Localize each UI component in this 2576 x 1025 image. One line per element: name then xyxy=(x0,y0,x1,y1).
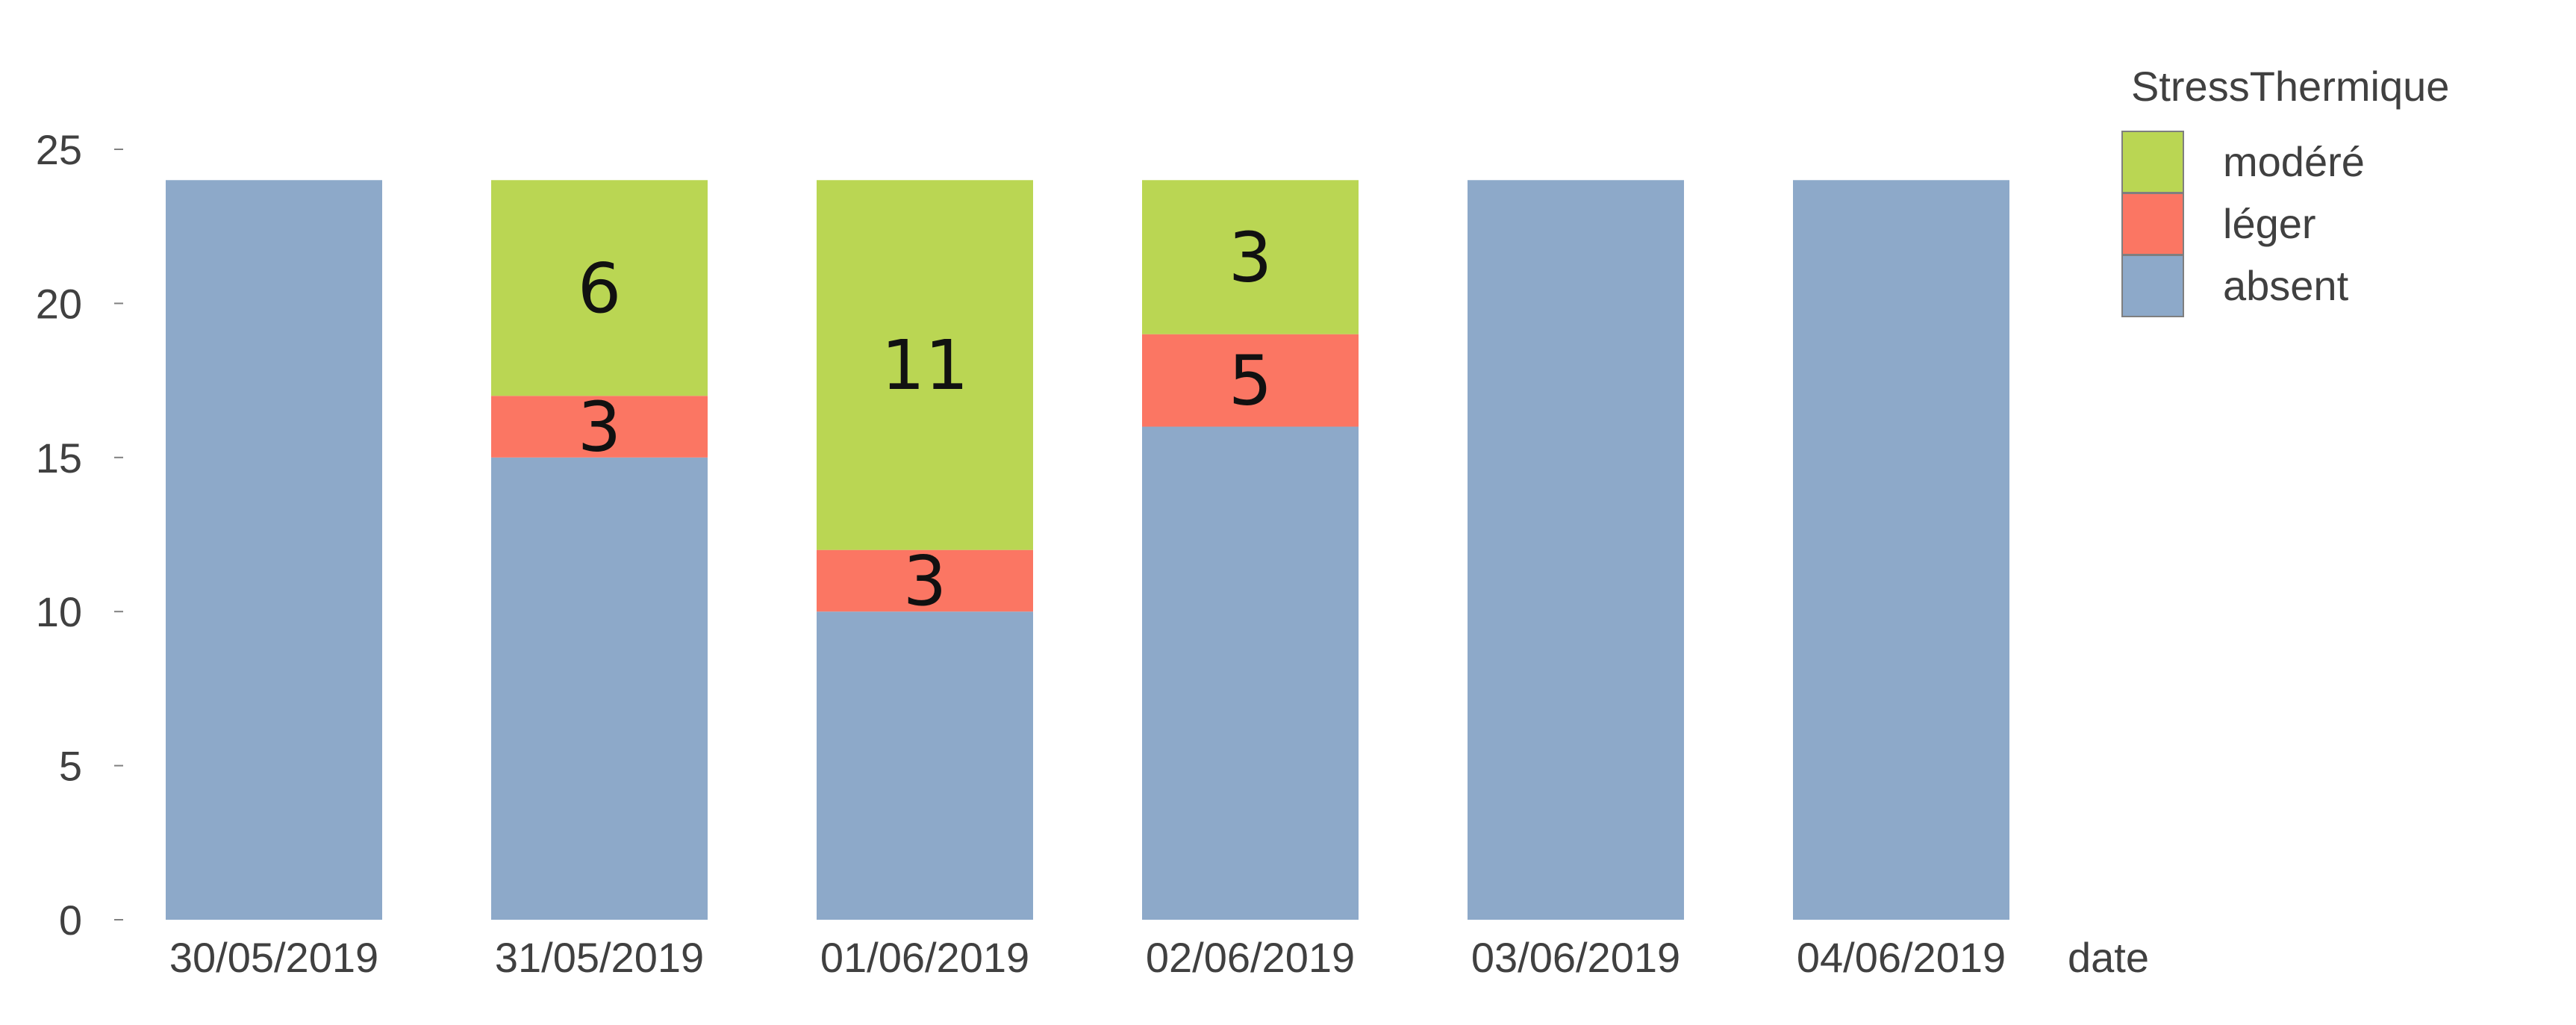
data-label: 11 xyxy=(881,325,968,405)
y-tick-label: 20 xyxy=(36,280,82,327)
bar-segment-léger xyxy=(491,396,708,458)
data-label: 3 xyxy=(1229,217,1273,297)
bar-segment-absent xyxy=(491,457,708,920)
bar-segment-modéré xyxy=(491,180,708,396)
bar-segment-absent xyxy=(817,611,1033,920)
bar-segment-léger xyxy=(1142,334,1359,427)
bar-segment-absent xyxy=(166,180,382,920)
data-label: 6 xyxy=(578,249,622,328)
bar-segment-absent xyxy=(1793,180,2009,920)
bar-segment-absent xyxy=(1468,180,1684,920)
data-label: 3 xyxy=(578,387,622,467)
bar-segment-léger xyxy=(817,549,1033,612)
x-tick-label: 03/06/2019 xyxy=(1471,934,1680,981)
x-axis-title: date xyxy=(2068,934,2149,981)
legend-title: StressThermique xyxy=(2131,63,2449,110)
x-tick-label: 04/06/2019 xyxy=(1797,934,2006,981)
x-tick-label: 30/05/2019 xyxy=(169,934,378,981)
bar-segment-modéré xyxy=(817,180,1033,550)
bar-segment-modéré xyxy=(1142,180,1359,334)
y-tick-label: 10 xyxy=(36,588,82,635)
x-tick-label: 01/06/2019 xyxy=(820,934,1029,981)
legend-swatch-léger xyxy=(2121,193,2184,255)
x-tick-label: 31/05/2019 xyxy=(495,934,704,981)
data-label: 5 xyxy=(1229,341,1273,421)
data-label: 3 xyxy=(903,541,947,621)
y-tick-label: 15 xyxy=(36,434,82,482)
y-tick-label: 0 xyxy=(59,897,82,944)
x-tick-label: 02/06/2019 xyxy=(1146,934,1355,981)
legend-label-léger: léger xyxy=(2223,200,2316,247)
y-tick-label: 5 xyxy=(59,743,82,790)
bar-segment-absent xyxy=(1142,426,1359,920)
legend-swatch-absent xyxy=(2121,255,2184,317)
legend-label-modéré: modéré xyxy=(2223,138,2365,185)
legend-label-absent: absent xyxy=(2223,262,2349,309)
legend-swatch-modéré xyxy=(2121,131,2184,193)
y-tick-label: 25 xyxy=(36,126,82,173)
